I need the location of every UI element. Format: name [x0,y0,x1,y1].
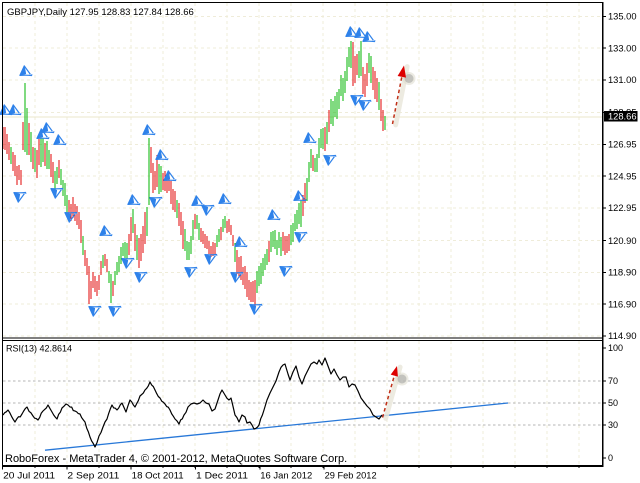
svg-text:118.90: 118.90 [608,268,637,278]
svg-text:126.95: 126.95 [608,140,637,150]
svg-text:122.95: 122.95 [608,203,637,213]
svg-text:120.90: 120.90 [608,236,637,246]
svg-text:133.00: 133.00 [608,43,637,53]
svg-text:50: 50 [608,398,618,408]
svg-text:1 Dec 2011: 1 Dec 2011 [196,471,248,481]
svg-text:16 Jan 2012: 16 Jan 2012 [260,471,312,481]
svg-text:128.66: 128.66 [608,112,637,122]
svg-text:114.90: 114.90 [608,331,637,341]
svg-text:116.90: 116.90 [608,299,637,309]
svg-text:29 Feb 2012: 29 Feb 2012 [325,471,377,481]
svg-text:135.00: 135.00 [608,12,637,22]
svg-text:GBPJPY,Daily 127.95 128.83 12: GBPJPY,Daily 127.95 128.83 127.84 128.66 [7,7,194,18]
svg-text:70: 70 [608,376,618,386]
svg-text:0: 0 [608,453,613,463]
svg-text:20 Jul 2011: 20 Jul 2011 [3,471,55,481]
svg-text:RoboForex - MetaTrader 4, © 20: RoboForex - MetaTrader 4, © 2001-2012, M… [5,453,347,465]
svg-text:100: 100 [608,343,623,353]
svg-text:2 Sep 2011: 2 Sep 2011 [67,471,119,481]
svg-text:124.95: 124.95 [608,171,637,181]
svg-text:RSI(13) 42.8614: RSI(13) 42.8614 [6,344,72,354]
svg-text:18 Oct 2011: 18 Oct 2011 [132,471,184,481]
svg-text:30: 30 [608,420,618,430]
svg-text:131.00: 131.00 [608,75,637,85]
